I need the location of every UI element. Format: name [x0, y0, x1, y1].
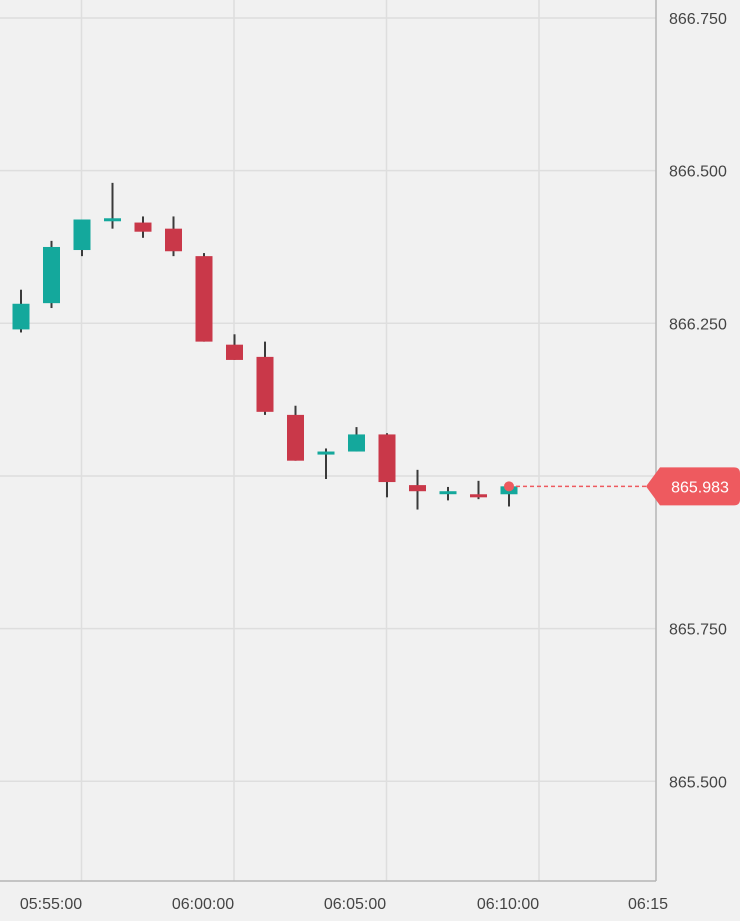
candle-body-up: [317, 451, 335, 455]
y-tick-label: 865.500: [669, 774, 727, 791]
candle-body-down: [226, 344, 243, 360]
candle-body-down: [256, 356, 274, 412]
x-tick-label: 05:55:00: [20, 896, 82, 913]
candle-body-down: [134, 222, 152, 232]
candle-body-down: [409, 485, 426, 492]
grid-lines: [0, 0, 656, 881]
candles: [12, 182, 518, 510]
x-tick-label: 06:10:00: [477, 896, 539, 913]
candle-body-up: [104, 218, 121, 222]
last-price-dot: [504, 481, 514, 492]
axes: [0, 0, 657, 882]
x-tick-label: 06:15: [628, 896, 668, 913]
candle-body-up: [348, 434, 365, 452]
x-tick-label: 06:05:00: [324, 896, 386, 913]
candle-body-down: [195, 256, 213, 342]
candle-body-down: [378, 434, 396, 483]
y-tick-label: 866.750: [669, 11, 727, 28]
y-tick-label: 866.500: [669, 164, 727, 181]
candle-body-up: [12, 303, 30, 330]
y-tick-label: 866.250: [669, 316, 727, 333]
last-price-label: 865.983: [671, 479, 729, 496]
candle-body-up: [43, 246, 60, 304]
candle-body-up: [73, 219, 91, 251]
last-price-tag: [646, 467, 740, 506]
x-tick-label: 06:00:00: [172, 896, 234, 913]
candle-body-down: [287, 414, 304, 461]
candle-body-down: [165, 228, 182, 252]
y-tick-label: 865.750: [669, 622, 727, 639]
tick-labels: 866.750 866.500 866.250 865.750 865.500 05:55…: [20, 11, 727, 913]
last-price-marker: 865.983: [504, 467, 740, 506]
candle-body-up: [439, 491, 457, 495]
candle-body-down: [470, 494, 487, 498]
